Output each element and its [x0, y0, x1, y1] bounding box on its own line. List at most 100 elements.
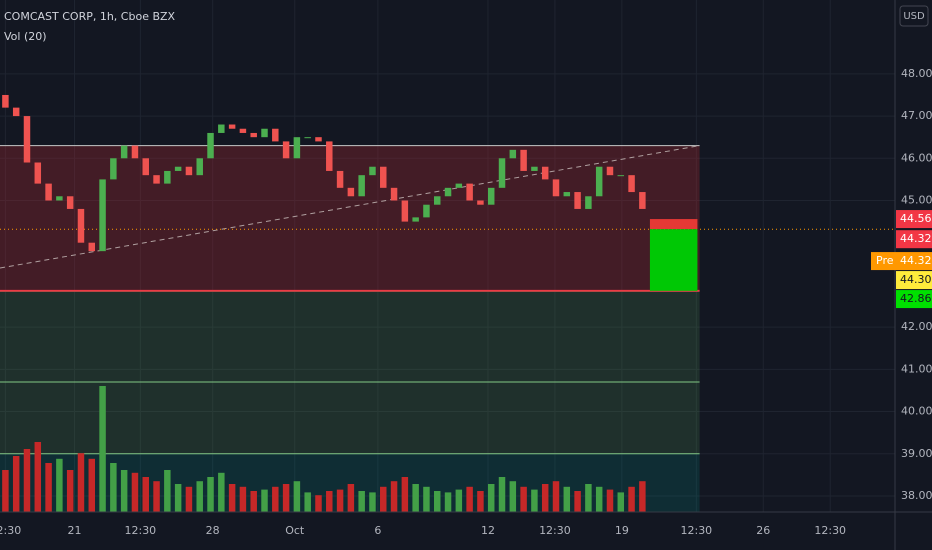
- volume-bar: [228, 484, 236, 512]
- candle-body: [617, 175, 625, 177]
- volume-bar: [531, 489, 538, 512]
- candle-body: [304, 137, 311, 139]
- candle-body: [574, 192, 581, 209]
- y-tick-label: 42.00: [901, 320, 932, 333]
- y-tick-label: 45.00: [901, 193, 932, 206]
- candle-body: [455, 183, 463, 188]
- candle-body: [477, 200, 484, 205]
- target-box: [649, 229, 698, 291]
- volume-bar: [574, 491, 581, 512]
- candle-body: [23, 116, 31, 163]
- volume-bar: [509, 481, 517, 512]
- candle-body: [174, 166, 182, 171]
- volume-bar: [174, 484, 182, 512]
- candle-body: [336, 170, 344, 188]
- candle-body: [606, 166, 614, 176]
- volume-bar: [434, 491, 441, 512]
- candle-body: [423, 204, 430, 218]
- price-label-bg: [896, 290, 932, 309]
- price-label-bg: [896, 252, 932, 271]
- candle-body: [142, 158, 149, 176]
- candle-body: [369, 166, 376, 176]
- x-tick-label: 12:30: [539, 524, 571, 537]
- volume-bar: [369, 492, 376, 512]
- volume-bar: [272, 486, 279, 512]
- y-tick-label: 38.00: [901, 489, 932, 502]
- volume-bar: [12, 456, 20, 512]
- price-label: 44.30: [900, 273, 932, 286]
- x-tick-label: 12: [481, 524, 495, 537]
- y-tick-label: 47.00: [901, 109, 932, 122]
- volume-bar: [606, 489, 614, 512]
- candle-body: [66, 196, 74, 209]
- x-tick-label: 26: [756, 524, 770, 537]
- candle-body: [498, 158, 506, 188]
- volume-bar: [541, 484, 549, 512]
- price-label: 44.32: [900, 232, 932, 245]
- volume-bar: [153, 481, 160, 512]
- candle-body: [595, 166, 603, 197]
- x-tick-label: 19: [615, 524, 629, 537]
- candle-body: [45, 183, 52, 201]
- candle-body: [272, 128, 279, 142]
- x-tick-label: 28: [206, 524, 220, 537]
- candle-body: [153, 175, 160, 184]
- volume-bar: [23, 449, 31, 512]
- candle-body: [239, 128, 247, 133]
- x-tick-label: 12:30: [124, 524, 156, 537]
- trend-line: [0, 145, 700, 269]
- y-tick-label: 46.00: [901, 151, 932, 164]
- candle-body: [552, 179, 560, 197]
- volume-bar: [207, 477, 214, 512]
- volume-bar: [239, 486, 247, 512]
- volume-bar: [585, 484, 592, 512]
- x-tick-label: 12:30: [814, 524, 846, 537]
- volume-bar: [88, 458, 96, 512]
- volume-bar: [520, 486, 527, 512]
- price-label: 44.56: [900, 212, 932, 225]
- y-tick-label: 39.00: [901, 447, 932, 460]
- volume-bar: [282, 484, 290, 512]
- currency-button[interactable]: [899, 5, 929, 27]
- price-label-bg: [896, 210, 932, 229]
- candle-body: [282, 141, 290, 159]
- candle-body: [56, 196, 63, 201]
- volume-bar: [412, 484, 419, 512]
- candle-body: [531, 166, 538, 171]
- candle-body: [293, 137, 301, 159]
- volume-bar: [110, 463, 117, 512]
- volume-bar: [498, 477, 506, 512]
- x-tick-label: 12:30: [680, 524, 712, 537]
- candle-body: [487, 187, 495, 205]
- candle-body: [164, 170, 171, 184]
- volume-bar: [164, 470, 171, 512]
- volume-bar: [380, 486, 387, 512]
- candle-body: [120, 145, 128, 159]
- candle-body: [261, 128, 268, 138]
- candle-body: [196, 158, 203, 176]
- volume-bar: [131, 472, 139, 512]
- pre-tag-bg: [871, 252, 896, 271]
- candle-body: [390, 187, 398, 201]
- candle-body: [563, 192, 571, 197]
- x-tick-label: Oct: [285, 524, 305, 537]
- y-tick-label: 40.00: [901, 405, 932, 418]
- volume-bar: [336, 489, 344, 512]
- symbol-title: COMCAST CORP, 1h, Cboe BZX: [4, 10, 176, 23]
- currency-label[interactable]: USD: [903, 11, 925, 22]
- candle-body: [628, 175, 635, 193]
- support-zone: [0, 290, 700, 454]
- volume-bar: [218, 472, 225, 512]
- volume-bar: [639, 481, 646, 512]
- x-tick-label: 6: [374, 524, 381, 537]
- x-tick-label: 12:30: [0, 524, 21, 537]
- volume-bar: [466, 486, 473, 512]
- candle-body: [412, 217, 419, 222]
- candle-body: [207, 132, 214, 159]
- candle-body: [218, 124, 225, 133]
- candle-body: [401, 200, 409, 222]
- volume-bar: [477, 491, 484, 512]
- price-label-bg: [896, 271, 932, 290]
